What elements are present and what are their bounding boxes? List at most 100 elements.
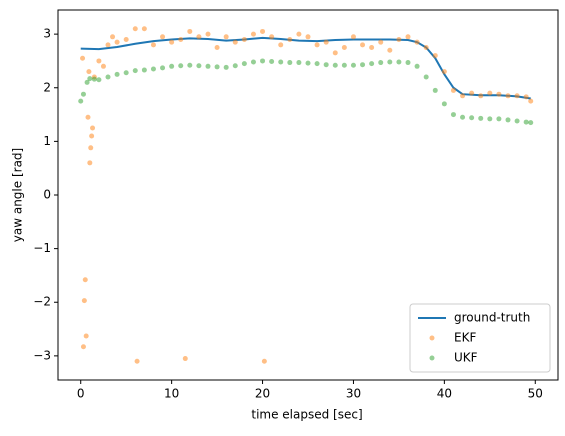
y-tick-label: 1 bbox=[43, 134, 51, 148]
data-point bbox=[110, 34, 116, 40]
y-axis-label: yaw angle [rad] bbox=[11, 148, 25, 242]
data-point bbox=[278, 59, 284, 65]
data-point bbox=[241, 36, 247, 42]
data-point bbox=[487, 116, 493, 122]
data-point bbox=[205, 31, 211, 37]
data-point bbox=[214, 45, 220, 51]
data-point bbox=[360, 42, 366, 48]
data-point bbox=[441, 101, 447, 107]
data-point bbox=[105, 74, 111, 80]
data-point bbox=[223, 34, 229, 40]
y-tick-label: −3 bbox=[33, 348, 51, 362]
data-point bbox=[305, 34, 311, 40]
x-tick-label: 30 bbox=[346, 387, 361, 401]
data-point bbox=[387, 59, 393, 65]
data-point bbox=[269, 34, 275, 40]
plot-frame bbox=[57, 9, 559, 381]
y-tick-label: −2 bbox=[33, 295, 51, 309]
legend-swatch bbox=[429, 335, 435, 341]
data-point bbox=[241, 61, 247, 67]
data-point bbox=[496, 116, 502, 122]
data-point bbox=[523, 94, 529, 100]
x-tick-label: 0 bbox=[77, 387, 85, 401]
data-point bbox=[296, 31, 302, 37]
data-point bbox=[187, 62, 193, 68]
data-point bbox=[341, 62, 347, 68]
data-point bbox=[278, 42, 284, 48]
data-point bbox=[378, 60, 384, 66]
data-point bbox=[196, 34, 202, 40]
y-tick-label: −1 bbox=[33, 241, 51, 255]
data-point bbox=[132, 26, 138, 32]
data-point bbox=[105, 42, 111, 48]
data-point bbox=[141, 67, 147, 73]
series-line bbox=[80, 36, 531, 100]
data-point bbox=[269, 58, 275, 64]
data-point bbox=[460, 114, 466, 120]
y-tick-label: 3 bbox=[43, 27, 51, 41]
legend-swatch bbox=[429, 355, 435, 361]
y-tick-label: 0 bbox=[43, 188, 51, 202]
data-point bbox=[396, 59, 402, 65]
legend-label: UKF bbox=[454, 351, 478, 365]
data-point bbox=[332, 50, 338, 56]
data-point bbox=[423, 45, 429, 51]
data-point bbox=[90, 125, 96, 131]
data-point bbox=[169, 39, 175, 45]
data-point bbox=[196, 63, 202, 69]
data-point bbox=[305, 60, 311, 66]
data-point bbox=[369, 61, 375, 67]
data-point bbox=[414, 39, 420, 45]
data-point bbox=[114, 39, 120, 45]
data-point bbox=[460, 93, 466, 99]
data-point bbox=[378, 39, 384, 45]
data-point bbox=[214, 64, 220, 70]
legend-box bbox=[409, 303, 551, 373]
x-tick-label: 50 bbox=[528, 387, 543, 401]
data-point bbox=[86, 69, 92, 75]
data-point bbox=[85, 114, 91, 120]
data-point bbox=[450, 87, 456, 93]
data-point bbox=[250, 59, 256, 65]
data-point bbox=[296, 60, 302, 66]
data-point bbox=[260, 58, 266, 64]
data-point bbox=[469, 90, 475, 96]
data-point bbox=[80, 344, 86, 350]
data-point bbox=[182, 356, 188, 362]
data-point bbox=[369, 45, 375, 51]
data-point bbox=[87, 76, 93, 82]
data-point bbox=[350, 34, 356, 40]
data-point bbox=[100, 63, 106, 69]
data-point bbox=[83, 333, 89, 339]
data-point bbox=[223, 64, 229, 70]
data-point bbox=[396, 36, 402, 42]
data-point bbox=[205, 63, 211, 69]
data-point bbox=[469, 115, 475, 121]
data-point bbox=[496, 91, 502, 97]
data-point bbox=[261, 358, 267, 364]
x-tick-label: 20 bbox=[255, 387, 270, 401]
data-point bbox=[360, 62, 366, 68]
y-tick-label: 2 bbox=[43, 80, 51, 94]
data-point bbox=[287, 36, 293, 42]
data-point bbox=[323, 62, 329, 68]
data-point bbox=[250, 31, 256, 37]
data-point bbox=[523, 119, 529, 125]
data-point bbox=[332, 62, 338, 68]
data-point bbox=[88, 145, 94, 151]
data-point bbox=[478, 115, 484, 121]
data-point bbox=[141, 26, 147, 32]
data-point bbox=[341, 45, 347, 51]
data-point bbox=[81, 298, 87, 304]
data-point bbox=[123, 36, 129, 42]
data-point bbox=[89, 133, 95, 139]
x-axis-label: time elapsed [sec] bbox=[251, 408, 362, 422]
data-point bbox=[114, 71, 120, 77]
data-point bbox=[132, 68, 138, 74]
data-point bbox=[232, 63, 238, 69]
data-point bbox=[514, 93, 520, 99]
data-point bbox=[150, 42, 156, 48]
legend: ground-truth EKF UKF bbox=[409, 303, 551, 373]
data-point bbox=[314, 42, 320, 48]
